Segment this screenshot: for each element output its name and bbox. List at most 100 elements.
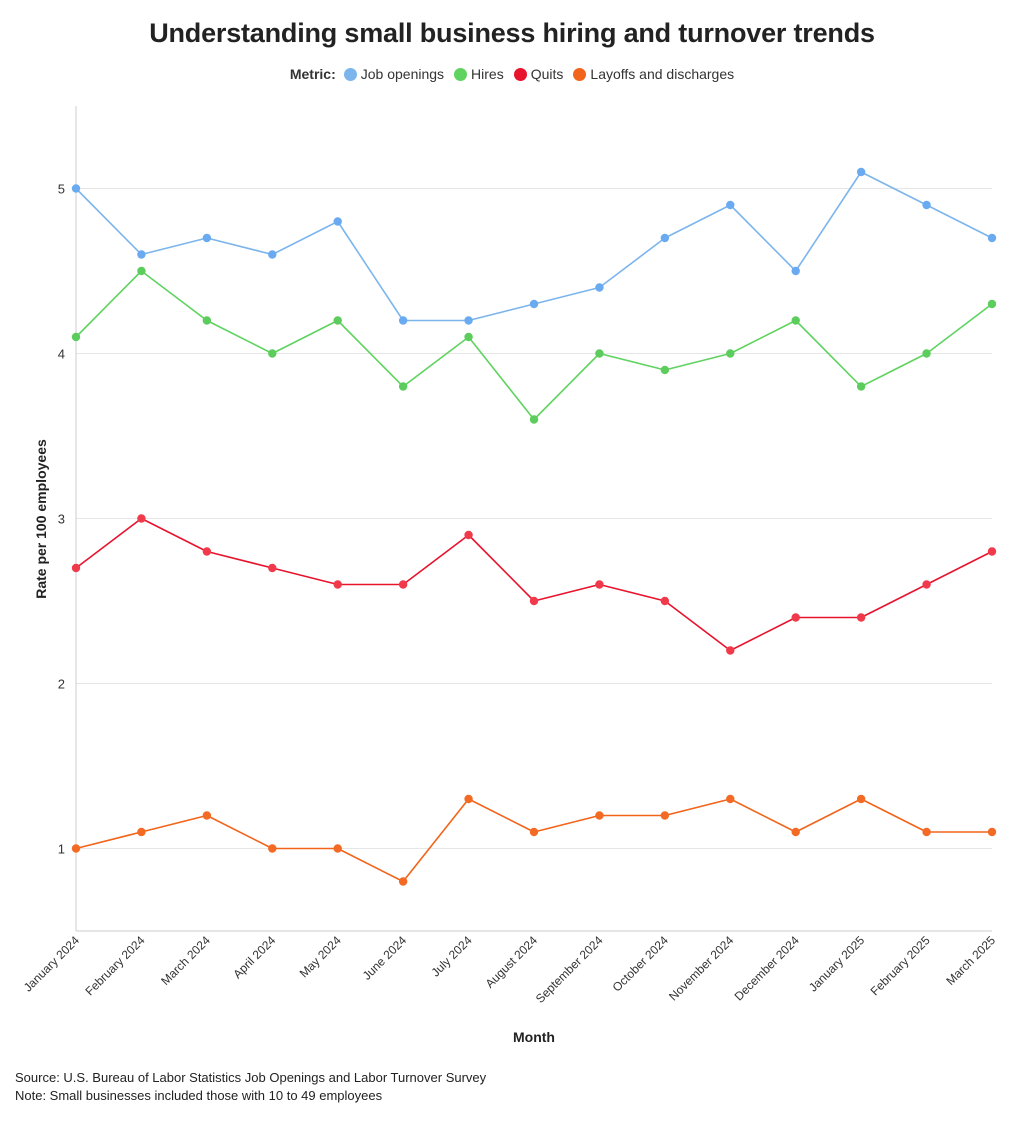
x-tick-label: October 2024	[610, 933, 672, 995]
data-point-layoffs-and-discharges	[71, 844, 81, 853]
x-tick-label: July 2024	[428, 933, 474, 979]
legend-swatch-layoffs	[573, 67, 587, 81]
data-point-hires	[922, 349, 931, 358]
data-point-job-openings	[398, 316, 408, 325]
data-point-hires	[987, 299, 997, 309]
x-tick-label: February 2024	[82, 933, 147, 998]
x-tick-label: April 2024	[230, 933, 278, 981]
x-tick-label: May 2024	[297, 933, 344, 980]
data-point-hires	[268, 349, 277, 358]
data-point-hires	[333, 316, 342, 325]
x-tick-label: January 2025	[806, 933, 868, 995]
x-tick-label: September 2024	[533, 933, 606, 1006]
data-point-hires	[660, 365, 670, 375]
data-point-layoffs-and-discharges	[660, 811, 670, 820]
data-point-hires	[595, 349, 604, 358]
data-point-hires	[529, 415, 539, 424]
y-tick-label: 5	[58, 182, 65, 197]
data-point-job-openings	[595, 283, 604, 292]
data-point-quits	[202, 547, 212, 556]
data-point-layoffs-and-discharges	[398, 877, 408, 886]
data-point-job-openings	[268, 250, 277, 259]
data-point-job-openings	[660, 233, 670, 243]
y-axis-title: Rate per 100 employees	[33, 439, 49, 599]
data-point-quits	[726, 646, 735, 655]
series-line-hires	[75, 270, 993, 421]
data-point-job-openings	[987, 233, 997, 243]
data-point-hires	[71, 332, 81, 342]
data-point-layoffs-and-discharges	[202, 811, 212, 820]
data-point-job-openings	[464, 316, 473, 325]
y-tick-label: 1	[58, 842, 65, 857]
footnote: Note: Small businesses included those wi…	[15, 1088, 383, 1103]
data-point-layoffs-and-discharges	[987, 827, 997, 837]
data-point-layoffs-and-discharges	[137, 827, 146, 837]
legend-item-job-openings[interactable]: Job openings	[343, 66, 445, 82]
series-line-layoffs-and-discharges	[75, 798, 992, 883]
data-point-quits	[398, 580, 408, 589]
data-point-quits	[333, 580, 342, 589]
data-point-layoffs-and-discharges	[922, 827, 931, 837]
x-tick-label: March 2025	[943, 933, 998, 988]
legend-swatch-quits	[513, 67, 527, 81]
data-point-quits	[987, 547, 997, 556]
data-point-quits	[529, 596, 539, 606]
series-line-job-openings	[75, 171, 993, 322]
legend-label-job-openings: Job openings	[360, 66, 445, 82]
data-point-hires	[137, 266, 146, 276]
data-point-quits	[268, 563, 277, 573]
data-point-layoffs-and-discharges	[268, 844, 277, 853]
data-point-quits	[922, 580, 931, 589]
data-point-hires	[791, 316, 800, 325]
legend-swatch-hires	[454, 67, 468, 81]
data-point-layoffs-and-discharges	[464, 794, 473, 804]
data-point-hires	[856, 382, 866, 391]
chart-title: Understanding small business hiring and …	[149, 18, 875, 48]
y-tick-label: 3	[58, 512, 65, 527]
data-point-job-openings	[529, 299, 539, 309]
data-point-layoffs-and-discharges	[333, 844, 342, 853]
data-point-quits	[137, 514, 146, 523]
legend-item-hires[interactable]: Hires	[454, 66, 504, 82]
legend-label-hires: Hires	[471, 66, 504, 82]
x-tick-label: February 2025	[868, 933, 933, 998]
data-point-hires	[202, 316, 212, 325]
data-point-job-openings	[202, 233, 212, 243]
x-tick-label: December 2024	[732, 933, 803, 1004]
data-point-job-openings	[137, 250, 146, 259]
data-point-hires	[464, 332, 473, 342]
source-note: Source: U.S. Bureau of Labor Statistics …	[15, 1070, 487, 1085]
x-tick-label: August 2024	[483, 933, 541, 991]
data-point-job-openings	[791, 266, 800, 276]
x-tick-label: March 2024	[158, 933, 213, 988]
data-point-layoffs-and-discharges	[791, 827, 800, 837]
data-point-job-openings	[333, 217, 342, 226]
legend-label-layoffs: Layoffs and discharges	[590, 66, 735, 82]
x-tick-label: June 2024	[360, 933, 410, 983]
data-point-quits	[71, 563, 81, 573]
legend-swatch-job-openings	[343, 67, 357, 81]
data-point-hires	[726, 349, 735, 358]
legend-label-quits: Quits	[530, 66, 564, 82]
data-point-hires	[398, 382, 408, 391]
y-tick-label: 4	[58, 347, 65, 362]
y-tick-label: 2	[58, 677, 65, 692]
data-point-quits	[856, 613, 866, 622]
legend-item-layoffs[interactable]: Layoffs and discharges	[573, 66, 734, 82]
data-point-layoffs-and-discharges	[595, 811, 604, 820]
data-point-quits	[791, 613, 800, 622]
line-chart: 1 2 3 4 5 January 2024 February 2024 March 2024…	[21, 106, 998, 1045]
data-point-job-openings	[922, 200, 931, 210]
data-point-job-openings	[71, 184, 81, 193]
x-tick-label: January 2024	[21, 933, 83, 995]
data-point-job-openings	[856, 167, 866, 177]
x-axis-title: Month	[513, 1029, 555, 1045]
data-point-layoffs-and-discharges	[726, 794, 735, 804]
x-tick-label: November 2024	[666, 933, 737, 1004]
footer-notes: Source: U.S. Bureau of Labor Statistics …	[15, 1069, 486, 1105]
data-point-quits	[660, 596, 670, 606]
legend: Metric: Job openings Hires Quits Layoffs…	[0, 66, 1024, 82]
data-point-layoffs-and-discharges	[529, 827, 539, 837]
data-point-job-openings	[726, 200, 735, 210]
legend-item-quits[interactable]: Quits	[513, 66, 564, 82]
